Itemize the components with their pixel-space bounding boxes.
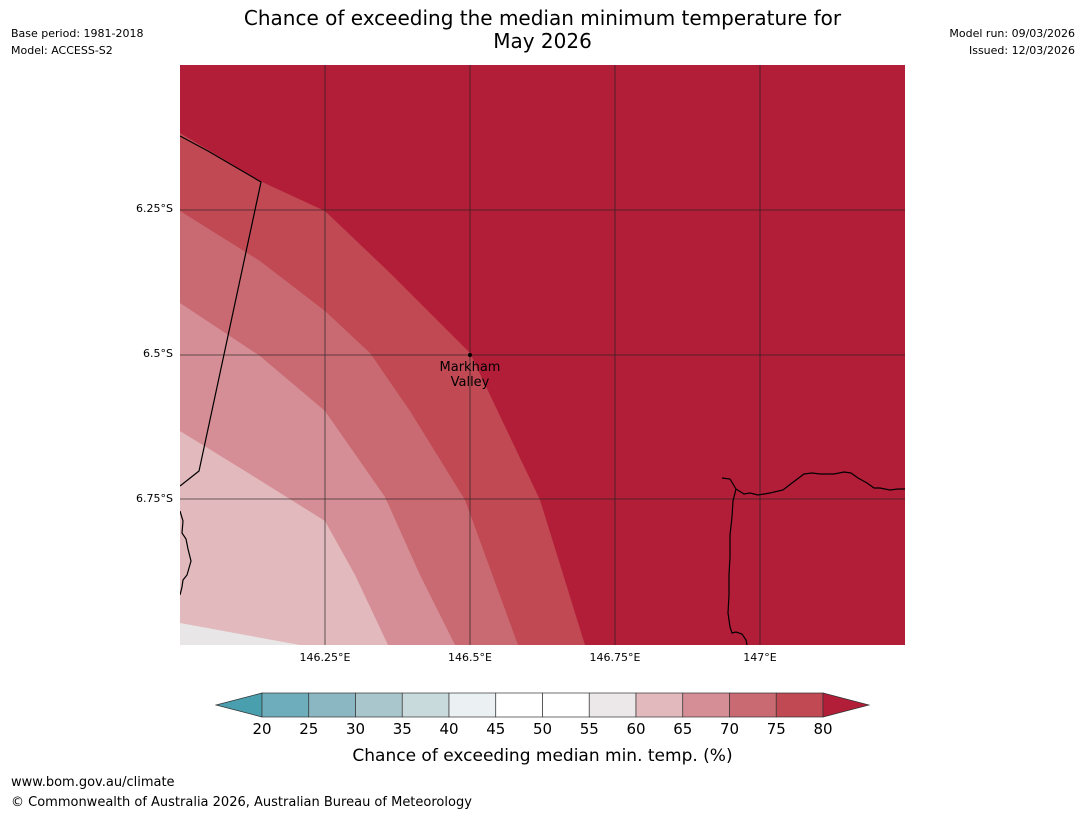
place-label: Markham Valley: [410, 360, 530, 390]
lon-label-146-5: 146.5°E: [448, 651, 492, 664]
colorbar-cell-25-30: [308, 692, 356, 718]
colorbar-tick-35: 35: [392, 720, 412, 738]
band-60-65: [180, 431, 388, 645]
colorbar-tick-55: 55: [579, 720, 599, 738]
colorbar-tick-65: 65: [673, 720, 693, 738]
lat-label-6-75: 6.75°S: [136, 492, 173, 505]
colorbar-cell-40-45: [448, 692, 497, 718]
footer-copyright: © Commonwealth of Australia 2026, Austra…: [11, 795, 472, 810]
colorbar-tick-70: 70: [719, 720, 740, 738]
footer-url[interactable]: www.bom.gov.au/climate: [11, 775, 175, 790]
colorbar-tick-30: 30: [345, 720, 366, 738]
probability-bands: [180, 65, 905, 645]
colorbar-title: Chance of exceeding median min. temp. (%…: [352, 746, 733, 766]
colorbar-cell-45-50: [495, 692, 543, 718]
place-label-line2: Valley: [450, 375, 490, 390]
colorbar-tick-75: 75: [766, 720, 786, 738]
colorbar-cell-30-35: [355, 692, 403, 718]
lat-label-6-25: 6.25°S: [136, 202, 173, 215]
colorbar-tick-25: 25: [299, 720, 319, 738]
map-title-line1: Chance of exceeding the median minimum t…: [243, 6, 842, 30]
colorbar-cell-20-25: [261, 692, 310, 718]
colorbar-cell-60-65: [635, 692, 684, 718]
coastline-east: [721, 471, 905, 496]
colorbar-tick-80: 80: [813, 720, 833, 738]
band-55-60: [180, 623, 300, 645]
model-run-text: Model run: 09/03/2026: [949, 27, 1075, 40]
coastline-river: [727, 488, 748, 645]
district-boundary: [180, 135, 262, 487]
lat-label-6-5: 6.5°S: [143, 347, 173, 360]
forecast-map[interactable]: [180, 65, 905, 645]
colorbar-tick-45: 45: [486, 720, 506, 738]
colorbar-cell-35-40: [401, 692, 450, 718]
colorbar-cell-75-80: [775, 692, 824, 718]
lon-label-147: 147°E: [743, 651, 777, 664]
issued-date-text: Issued: 12/03/2026: [968, 44, 1075, 57]
colorbar-tick-60: 60: [626, 720, 646, 738]
gridlines: [180, 65, 905, 645]
place-marker[interactable]: [468, 353, 472, 357]
colorbar-cell-55-60: [588, 692, 637, 718]
coastline-west: [180, 510, 192, 596]
colorbar-tick-20: 20: [252, 720, 272, 738]
lon-label-146-75: 146.75°E: [589, 651, 641, 664]
colorbar-arrow-low: [215, 692, 263, 718]
colorbar-arrow-high: [822, 692, 871, 718]
model-name-text: Model: ACCESS-S2: [11, 44, 113, 57]
lon-label-146-25: 146.25°E: [299, 651, 351, 664]
colorbar-cell-70-75: [729, 692, 777, 718]
colorbar-cell-65-70: [682, 692, 730, 718]
map-title-line2: May 2026: [493, 29, 592, 53]
colorbar-cell-50-55: [542, 692, 590, 718]
colorbar: [215, 692, 871, 718]
colorbar-tick-40: 40: [439, 720, 459, 738]
base-period-text: Base period: 1981-2018: [11, 27, 144, 40]
coastlines-and-borders: [180, 135, 905, 645]
colorbar-cells: [261, 692, 824, 718]
map-title: Chance of exceeding the median minimum t…: [0, 7, 1085, 53]
place-label-line1: Markham: [439, 360, 501, 375]
colorbar-tick-50: 50: [532, 720, 553, 738]
